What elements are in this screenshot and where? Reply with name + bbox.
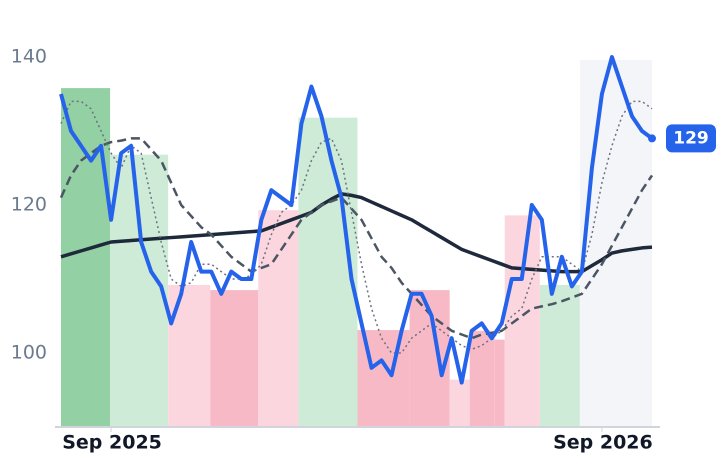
region (61, 88, 111, 427)
y-tick-label: 120 (11, 194, 47, 216)
y-tick-label: 100 (11, 342, 47, 364)
region (539, 284, 580, 427)
region (504, 215, 540, 427)
y-tick-label: 140 (11, 46, 47, 68)
x-tick-label: Sep 2026 (553, 432, 653, 454)
region (469, 330, 495, 427)
region (258, 210, 299, 427)
series-line (60, 192, 653, 274)
series-line (59, 55, 654, 385)
region (168, 284, 211, 427)
series-line (59, 137, 654, 340)
value-label: 129 (673, 128, 709, 148)
region (210, 290, 259, 427)
region (449, 379, 470, 427)
region (110, 154, 169, 427)
value-label-bg (666, 124, 716, 153)
x-tick-label: Sep 2025 (62, 432, 162, 454)
series-line (60, 100, 653, 354)
last-point (648, 134, 656, 143)
region (579, 59, 652, 428)
region (298, 117, 358, 428)
region (494, 339, 505, 427)
